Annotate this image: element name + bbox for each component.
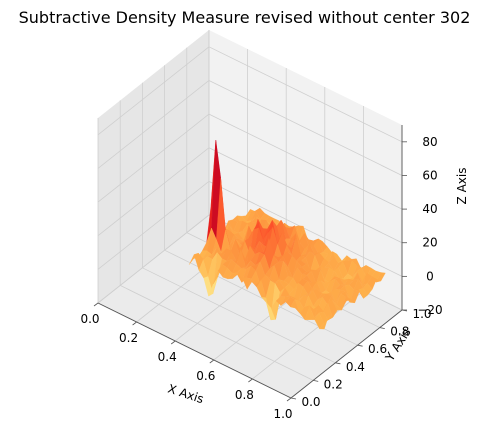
x-tick-label: 0.6 (196, 369, 215, 383)
y-tick-label: 0.4 (346, 360, 365, 374)
axis-edges (97, 125, 403, 399)
ticks: 0.00.20.40.60.81.00.00.20.40.60.81.0−200… (80, 135, 442, 421)
grid-line-z (97, 214, 210, 304)
z-tick-label: 80 (422, 135, 437, 149)
side-pane (98, 30, 209, 303)
y-tick-label: 0.8 (390, 325, 409, 339)
y-tick-mark (313, 380, 319, 382)
chart-title: Subtractive Density Measure revised with… (18, 8, 471, 27)
x-tick-mark (132, 321, 137, 326)
grid-line-z (208, 46, 403, 143)
z-tick-label: 20 (422, 236, 437, 250)
surface-patch (319, 315, 329, 330)
grid-line-z (97, 147, 210, 237)
x-tick-mark (248, 378, 253, 383)
grid-line-z (97, 46, 210, 136)
grid-line-y (142, 267, 336, 364)
z-tick-label: 60 (422, 168, 437, 182)
grid-line-z (208, 80, 403, 176)
y-tick-mark (335, 362, 341, 365)
x-tick-label: 0.4 (158, 350, 177, 364)
y-tick-mark (379, 327, 385, 329)
y-tick-label: 0.2 (324, 377, 343, 391)
axis-panes (98, 30, 402, 398)
x-tick-label: 0.0 (80, 312, 99, 326)
y-tick-mark (290, 397, 297, 400)
grid-line-z (208, 113, 403, 210)
y-tick-label: 0.6 (368, 342, 387, 356)
grid-line-y (120, 285, 314, 381)
grid-line-z (97, 80, 210, 169)
z-tick-label: 40 (422, 202, 437, 216)
z-axis-label: Z Axis (455, 168, 469, 205)
back-pane (209, 30, 402, 310)
grid-line-z (208, 147, 403, 244)
z-tick-label: 0 (426, 269, 434, 283)
grid-line-z (208, 181, 403, 277)
x-tick-label: 0.2 (119, 331, 138, 345)
y-tick-mark (357, 344, 363, 347)
surface (189, 139, 386, 330)
z-tick-label: −20 (417, 303, 442, 317)
floor-pane (98, 215, 402, 398)
x-tick-mark (93, 302, 99, 307)
x-tick-label: 0.8 (235, 388, 254, 402)
x-tick-mark (170, 340, 176, 345)
grid-line-z (97, 113, 210, 203)
grid-line-x (252, 290, 364, 380)
y-tick-label: 0.0 (301, 395, 320, 409)
axis-edge (290, 309, 403, 399)
x-tick-label: 1.0 (273, 407, 292, 421)
y-tick-label: 1.0 (412, 307, 431, 321)
grid-line-z (97, 181, 210, 270)
x-axis-label: X Axis (166, 382, 205, 407)
axis-edge (97, 302, 292, 399)
x-tick-mark (286, 397, 292, 402)
x-tick-mark (209, 359, 215, 364)
grid-line-y (164, 249, 358, 346)
